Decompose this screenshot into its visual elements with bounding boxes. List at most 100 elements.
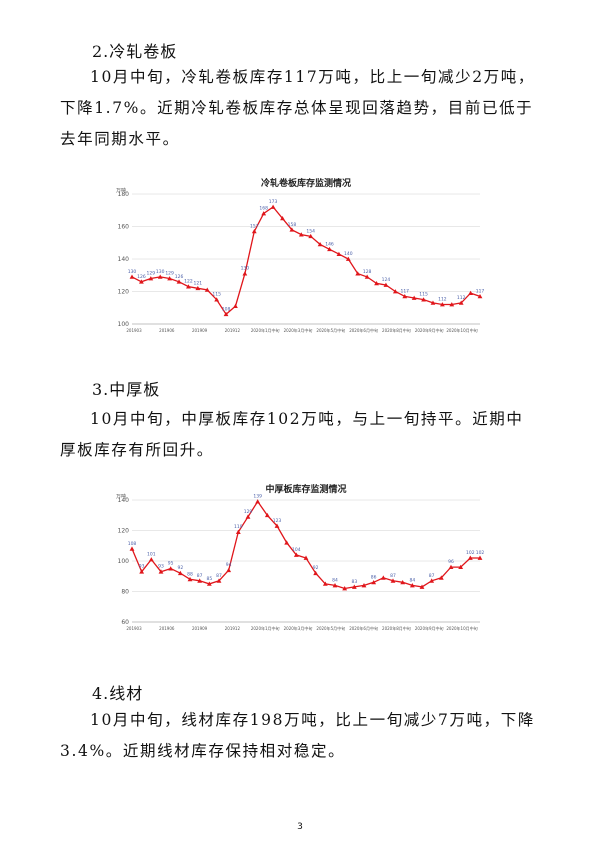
data-point-marker xyxy=(374,280,379,286)
data-point-marker xyxy=(139,279,144,284)
data-label: 126 xyxy=(175,274,184,280)
x-tick-label: 201903 xyxy=(126,328,142,333)
x-tick-label: 201909 xyxy=(192,328,208,333)
data-point-marker xyxy=(430,300,436,305)
data-point-marker xyxy=(274,523,280,528)
paragraph-cold-rolled: 10月中旬，冷轧卷板库存117万吨，比上一旬减少2万吨，下降1.7%。近期冷轧卷… xyxy=(60,68,535,148)
data-point-marker xyxy=(223,311,229,317)
data-point-marker xyxy=(255,499,261,504)
data-label: 124 xyxy=(382,277,391,283)
data-label: 158 xyxy=(288,222,297,228)
data-point-marker xyxy=(186,284,191,289)
data-label: 130 xyxy=(241,266,250,272)
unit-label: 万吨 xyxy=(116,493,126,500)
data-label: 121 xyxy=(194,280,203,286)
y-tick-label: 120 xyxy=(118,528,130,535)
data-label: 84 xyxy=(409,577,415,583)
data-point-marker xyxy=(308,233,314,239)
x-tick-label: 2020年9月中旬 xyxy=(415,327,444,333)
x-tick-label: 201903 xyxy=(126,626,142,631)
x-tick-label: 2020年8月中旬 xyxy=(382,327,411,333)
data-point-marker xyxy=(226,567,232,573)
unit-label: 万吨 xyxy=(116,187,126,194)
data-point-marker xyxy=(129,546,135,551)
data-point-marker xyxy=(439,302,445,307)
data-point-marker xyxy=(195,285,201,291)
data-point-marker xyxy=(167,276,173,281)
data-point-marker xyxy=(361,583,367,588)
data-label: 157 xyxy=(250,223,259,229)
data-point-marker xyxy=(468,290,473,296)
data-point-marker xyxy=(477,555,483,560)
data-point-marker xyxy=(458,564,464,570)
data-label: 117 xyxy=(476,288,485,294)
x-tick-label: 2020年6月中旬 xyxy=(349,327,378,333)
data-point-marker xyxy=(298,232,304,237)
data-label: 139 xyxy=(253,494,262,500)
data-label: 104 xyxy=(292,547,301,553)
data-point-marker xyxy=(317,241,323,247)
data-point-marker xyxy=(411,295,417,300)
data-point-marker xyxy=(421,297,426,302)
data-label: 95 xyxy=(168,561,174,567)
y-tick-label: 80 xyxy=(121,589,129,596)
data-point-marker xyxy=(158,569,164,574)
data-point-marker xyxy=(187,576,193,582)
x-tick-label: 2020年3月中旬 xyxy=(284,625,313,631)
data-label: 94 xyxy=(226,562,232,568)
y-tick-label: 180 xyxy=(118,191,130,198)
data-point-marker xyxy=(129,274,135,279)
data-point-marker xyxy=(176,279,182,284)
section-heading-cold-rolled: 2.冷轧卷板 xyxy=(92,42,178,61)
data-label: 87 xyxy=(216,573,222,579)
data-label: 87 xyxy=(390,573,396,579)
data-point-marker xyxy=(448,564,454,570)
x-tick-label: 2020年1月中旬 xyxy=(251,327,280,333)
data-point-marker xyxy=(429,578,435,583)
y-tick-label: 120 xyxy=(118,289,130,296)
data-point-marker xyxy=(322,581,328,586)
data-point-marker xyxy=(327,246,332,252)
data-point-marker xyxy=(245,514,251,519)
data-label: 115 xyxy=(212,292,221,298)
x-tick-label: 2020年10月中旬 xyxy=(446,327,477,333)
data-point-marker xyxy=(168,566,174,571)
data-label: 173 xyxy=(269,199,278,205)
series-line xyxy=(131,206,481,316)
data-point-marker xyxy=(235,529,241,534)
data-label: 102 xyxy=(476,550,485,556)
data-point-marker xyxy=(364,274,370,279)
data-point-marker xyxy=(270,204,276,209)
data-label: 146 xyxy=(325,241,334,247)
section-heading-medium-plate: 3.中厚板 xyxy=(92,380,161,399)
paragraph-wire-rod: 10月中旬，线材库存198万吨，比上一旬减少7万吨，下降3.4%。近期线材库存保… xyxy=(60,711,535,760)
data-point-marker xyxy=(216,578,222,583)
x-tick-label: 201906 xyxy=(159,328,175,333)
y-tick-label: 160 xyxy=(118,224,130,231)
y-tick-label: 100 xyxy=(118,321,130,328)
data-label: 112 xyxy=(438,297,447,303)
data-point-marker xyxy=(293,552,299,557)
data-label: 130 xyxy=(156,269,165,275)
data-label: 128 xyxy=(363,269,372,275)
data-label: 88 xyxy=(187,571,193,577)
data-label: 87 xyxy=(197,573,203,579)
x-tick-label: 2020年3月中旬 xyxy=(284,327,313,333)
data-label: 122 xyxy=(184,279,193,285)
data-label: 126 xyxy=(137,274,146,280)
data-point-marker xyxy=(390,578,396,583)
data-label: 129 xyxy=(244,509,253,515)
chart-medium-plate-inventory: 中厚板库存监测情况 万吨 60 80 100 120 140 201903 201906 2019… xyxy=(110,482,490,640)
data-point-marker xyxy=(458,300,464,305)
data-label: 108 xyxy=(128,541,137,547)
data-label: 117 xyxy=(400,288,409,294)
data-label: 154 xyxy=(306,228,315,234)
data-point-marker xyxy=(289,227,295,232)
chart-title: 冷轧卷板库存监测情况 xyxy=(261,177,351,189)
data-point-marker xyxy=(148,276,154,281)
data-point-marker xyxy=(449,302,455,307)
data-label: 130 xyxy=(128,269,137,275)
y-tick-label: 100 xyxy=(118,558,130,565)
